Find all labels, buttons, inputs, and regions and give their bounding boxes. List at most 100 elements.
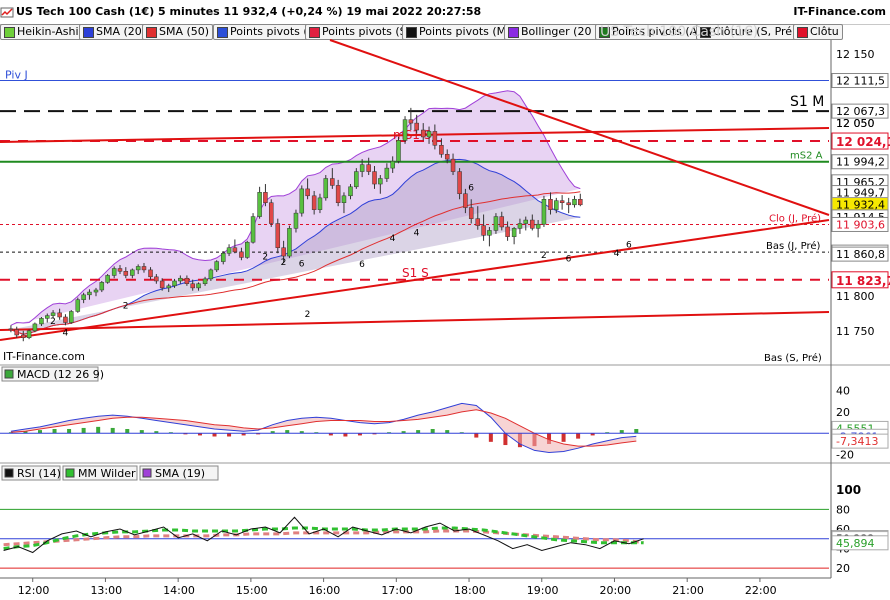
legend-label: Bollinger (20 2) (521, 25, 607, 38)
candle-body (268, 202, 274, 224)
candle-body (475, 218, 481, 226)
legend-item[interactable]: SMA (20) (79, 24, 151, 40)
macd-histogram-bar (314, 432, 319, 434)
macd-histogram-bar (401, 431, 406, 434)
brand-link[interactable]: IT-Finance.com (793, 5, 886, 18)
legend-label: Heikin-Ashi (17, 25, 79, 38)
candle-body (39, 318, 44, 325)
macd-histogram-bar (503, 433, 508, 446)
macd-histogram-bar (183, 433, 188, 435)
candle-body (402, 119, 408, 141)
candle-body (32, 323, 38, 332)
pattern-annotation: 2 (305, 310, 311, 320)
macd-histogram-bar (619, 430, 624, 434)
macd-histogram-bar (212, 433, 217, 437)
legend-item[interactable]: Clôtu (793, 24, 843, 40)
macd-histogram-bar (576, 433, 581, 439)
macd-histogram-bar (634, 429, 639, 434)
pattern-annotation: 6 (359, 260, 365, 270)
trendline (0, 127, 830, 143)
candle-body (293, 212, 299, 229)
level-price-text: 12 111,5 (836, 75, 885, 88)
candle-body (226, 247, 232, 254)
candle-body (468, 207, 474, 219)
legend-swatch (599, 27, 610, 38)
macd-histogram-bar (590, 433, 595, 436)
candle-body (578, 199, 583, 206)
pattern-annotation: 2 (541, 251, 547, 261)
candle-body (535, 223, 541, 229)
legend-label: Points pivots (J) (230, 25, 316, 38)
macd-histogram-bar (227, 433, 232, 437)
candle-body (317, 197, 323, 210)
price-tick-label: 12 050 (836, 117, 875, 130)
macd-histogram-bar (605, 432, 610, 434)
candle-body (111, 268, 117, 276)
time-tick-label: 19:00 (527, 584, 559, 597)
candle-body (305, 188, 310, 197)
candle-body (366, 164, 371, 172)
macd-signal-fill (10, 403, 637, 453)
macd-value-text: -7,3413 (836, 435, 878, 448)
pattern-annotation: 4 (390, 234, 396, 244)
level-price-tag (831, 246, 889, 262)
candle-body (341, 195, 347, 203)
pattern-annotation: 6 (468, 183, 474, 193)
level-price-tag (831, 271, 889, 289)
legend-item[interactable]: Heikin-Ashi (0, 24, 83, 40)
legend-item[interactable]: Points pivots (S) (305, 24, 415, 40)
pattern-annotation: 6 (566, 255, 572, 265)
candle-body (45, 315, 50, 319)
price-tick-label: 11 800 (836, 290, 875, 303)
macd-histogram-bar (357, 433, 362, 436)
time-tick-label: 13:00 (90, 584, 122, 597)
candle-body (439, 145, 444, 155)
candle-body (457, 171, 462, 194)
macd-tick-label: -20 (836, 449, 854, 462)
trendline (0, 219, 830, 341)
macd-histogram-bar (372, 433, 377, 435)
candle-body (420, 129, 426, 138)
legend-label: SMA (50) (159, 25, 210, 38)
candle-body (130, 269, 135, 276)
legend-item[interactable]: SMA (50) (142, 24, 214, 40)
macd-histogram-bar (125, 429, 130, 434)
macd-histogram-bar (547, 433, 552, 444)
macd-histogram-bar (343, 433, 348, 437)
candle-body (208, 269, 214, 280)
candle-body (14, 329, 19, 336)
rsi-value-tag (831, 535, 889, 551)
signal-line (10, 409, 637, 447)
rsi-legend-label: SMA (19) (155, 467, 205, 480)
macd-histogram-bar (52, 429, 57, 434)
macd-histogram-bar (488, 433, 493, 442)
legend-swatch (4, 27, 15, 38)
pivot-label-s1s: S1 S (402, 266, 429, 280)
candle-body (263, 192, 268, 203)
time-tick-label: 20:00 (599, 584, 631, 597)
candle-body (123, 271, 129, 276)
price-tick-label: 11 750 (836, 325, 875, 338)
trendline (329, 39, 830, 216)
candle-body (117, 268, 123, 272)
candle-body (299, 188, 305, 214)
candle-body (554, 200, 559, 210)
macd-histogram-bar (474, 433, 479, 438)
candle-body (559, 200, 565, 203)
legend-item[interactable]: Clôture (S, Pré) (696, 24, 801, 40)
legend-item[interactable]: Bollinger (20 2) (504, 24, 611, 40)
time-tick-label: 16:00 (309, 584, 341, 597)
pivot-label-bas-s: Bas (S, Pré) (764, 352, 822, 364)
source-credit: IT-Finance.com (3, 350, 85, 363)
legend-item[interactable]: Points pivots (M) (402, 24, 515, 40)
candle-body (566, 202, 571, 206)
candle-body (214, 261, 219, 271)
candle-body (281, 247, 286, 257)
sma50-line (10, 191, 581, 335)
pattern-annotation: 4 (62, 329, 68, 339)
macd-line (10, 402, 637, 454)
macd-histogram-bar (459, 432, 464, 434)
legend-item[interactable]: Points pivots (A) (595, 24, 706, 40)
pivot-label-bas-j: Bas (J, Pré) (766, 240, 820, 252)
price-tick-label: 12 050 (836, 117, 875, 130)
